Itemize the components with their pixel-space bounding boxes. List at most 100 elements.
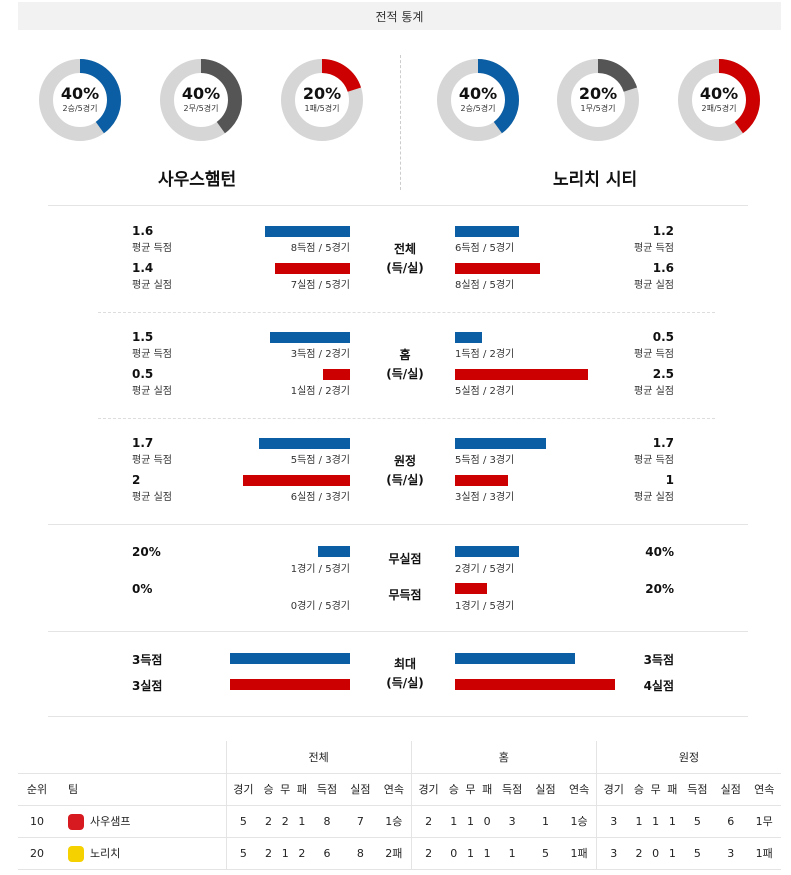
away-clean-sheet-pct: 40% [645,545,674,559]
away-avg-scored-label: 평균 득점 [634,349,674,360]
team-name-text: 노리치 [90,846,121,860]
away-conceded-bar [455,475,508,486]
no-score-category: 무득점 [388,588,422,602]
home-avg-scored-label: 평균 득점 [132,455,172,466]
home-avg-scored-value: 1.5 [132,330,154,344]
table-column-header: 순위 팀 경기 승 무 패 득점 실점 연속 경기 승 무 패 득점 실점 연속 경기 승 무 패 득점 실점 연속 [18,773,781,806]
stat-cell: 1승 [377,805,412,838]
away-avg-scored-value: 0.5 [652,330,674,344]
category-sub: (득/실) [386,367,424,381]
standings-table: 전체 홈 원정 순위 팀 경기 승 무 패 득점 실점 연속 경기 승 무 패 득점 실점 연속 경기 승 무 패 득점 실점 연… [18,741,781,870]
team-crest-icon [68,813,84,830]
stat-cell: 1승 [562,805,597,838]
donut-fill [437,59,519,141]
team-cell[interactable]: 노리치 [56,837,226,870]
table-row: 20 노리치 5 2 1 2 6 8 2패 2 0 1 1 1 5 1패 3 2 0 1 5 3 1패 [18,837,781,870]
section-separator [48,631,748,632]
team-divider [400,55,401,190]
away-scored-bar [455,226,519,237]
away-avg-scored-value: 1.2 [652,224,674,238]
stat-cell: 5 [680,805,715,838]
home-conceded-count: 1실점 / 2경기 [290,386,350,397]
home-clean-sheet-count: 1경기 / 5경기 [290,564,350,575]
column-header: 실점 [343,773,378,806]
stat-cell: 1무 [747,805,781,838]
donut-fill [281,59,363,141]
stats-header: 전적 통계 [18,2,781,30]
donut-chart [437,59,519,141]
category-name: 홈 [399,348,411,362]
home-max-conceded: 3실점 [132,679,163,693]
stat-cell: 5 [225,805,261,838]
stat-cell: 3 [595,837,631,870]
group-header: 홈 [410,741,597,774]
stat-cell: 2패 [377,837,412,870]
column-header: 경기 [595,773,631,806]
stat-cell: 2 [260,837,277,870]
donut-chart [678,59,760,141]
stat-cell: 2 [630,837,648,870]
away-no-score-count: 1경기 / 5경기 [455,601,515,612]
stat-cell: 2 [410,805,446,838]
stat-cell: 7 [343,805,378,838]
stat-cell: 3 [595,805,631,838]
home-conceded-bar [243,475,350,486]
stat-cell: 1 [293,805,311,838]
away-scored-count: 5득점 / 3경기 [455,455,515,466]
stat-cell: 1 [528,805,563,838]
column-header: 승 [630,773,648,806]
home-avg-conceded-value: 0.5 [132,367,154,381]
column-header: 득점 [680,773,715,806]
away-avg-conceded-value: 2.5 [652,367,674,381]
home-scored-count: 3득점 / 2경기 [290,349,350,360]
column-header: 연속 [562,773,597,806]
column-header: 승 [260,773,277,806]
stat-cell: 5 [225,837,261,870]
donut-chart [39,59,121,141]
away-team-name: 노리치 시티 [553,170,638,190]
away-scored-count: 6득점 / 5경기 [455,243,515,254]
stat-cell: 8 [310,805,344,838]
stat-cell: 1패 [562,837,597,870]
away-clean-sheet-count: 2경기 / 5경기 [455,564,515,575]
column-header: 실점 [528,773,563,806]
clean-sheet-category: 무실점 [388,552,422,566]
donut-caption: 2무/5경기 [183,104,219,113]
stat-cell: 1 [462,805,479,838]
away-avg-conceded-value: 1 [665,473,674,487]
home-clean-sheet-pct: 20% [132,545,161,559]
home-avg-conceded-value: 1.4 [132,261,154,275]
column-header: 실점 [714,773,748,806]
home-conceded-count: 6실점 / 3경기 [290,492,350,503]
outcome-donut: 20% 1무/5경기 [556,58,640,142]
outcome-donut: 40% 2패/5경기 [677,58,761,142]
home-scored-bar [270,332,350,343]
rank-header-blank [18,741,56,774]
column-header: 패 [293,773,311,806]
stat-cell: 0 [445,837,463,870]
column-header: 경기 [225,773,261,806]
away-scored-bar [455,332,482,343]
section-category: 홈 (득/실) [370,346,440,384]
max-category: 최대 (득/실) [370,655,440,693]
donut-chart [160,59,242,141]
away-conceded-count: 3실점 / 3경기 [455,492,515,503]
home-avg-scored-label: 평균 득점 [132,243,172,254]
stat-cell: 5 [680,837,715,870]
outcome-donut: 40% 2승/5경기 [436,58,520,142]
category-sub: (득/실) [386,261,424,275]
column-header: 경기 [410,773,446,806]
home-scored-bar [259,438,350,449]
column-header: 무 [462,773,479,806]
stat-cell: 6 [714,805,748,838]
stat-cell: 1 [276,837,294,870]
home-avg-conceded-label: 평균 실점 [132,492,172,503]
donut-caption: 2승/5경기 [62,104,98,113]
home-avg-conceded-label: 평균 실점 [132,280,172,291]
team-cell[interactable]: 사우샘프 [56,805,226,838]
home-avg-scored-value: 1.6 [132,224,154,238]
donut-percent: 40% [181,84,221,103]
group-header: 전체 [225,741,412,774]
donut-fill [160,59,242,141]
donut-percent: 40% [699,84,739,103]
